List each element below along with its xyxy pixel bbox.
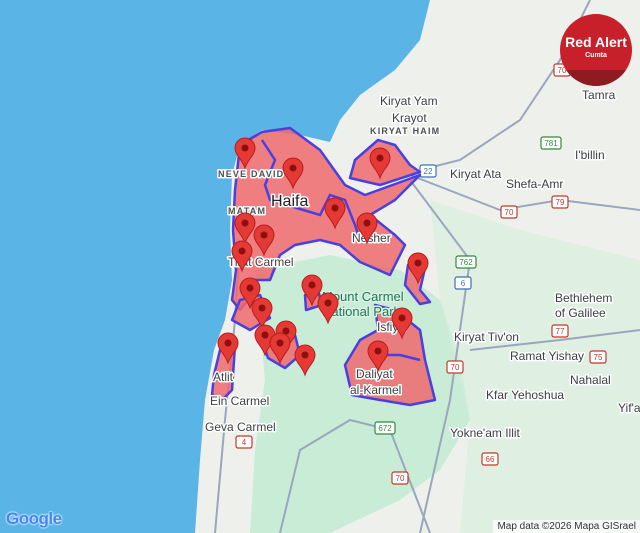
road-shield: 79: [551, 195, 569, 209]
svg-text:4: 4: [242, 438, 247, 447]
place-label-krayot: Krayot: [392, 111, 427, 125]
place-label-ein-carmel: Ein Carmel: [210, 394, 269, 408]
svg-text:75: 75: [594, 353, 603, 362]
alert-pin-icon[interactable]: [253, 224, 275, 257]
alert-pin-icon[interactable]: [407, 252, 429, 285]
place-label-tamra: Tamra: [582, 88, 616, 102]
place-label-yifa: Yif'a: [618, 401, 640, 415]
place-label-matam: MATAM: [228, 206, 266, 216]
svg-text:22: 22: [424, 167, 433, 176]
alert-pin-icon[interactable]: [231, 240, 253, 273]
alert-zone-haifa: [230, 126, 422, 312]
alert-pin-icon[interactable]: [282, 157, 304, 190]
place-label-haifa: Haifa: [271, 193, 308, 210]
place-label-bethlehem-2: of Galilee: [555, 306, 606, 320]
road-shield: 672: [374, 421, 396, 435]
place-label-kiryat-tivon: Kiryat Tiv'on: [454, 330, 519, 344]
road-shield: 4: [235, 435, 253, 449]
svg-text:672: 672: [378, 424, 392, 433]
svg-text:70: 70: [505, 208, 514, 217]
logo-title: Red Alert: [565, 34, 627, 50]
road-shield: 22: [419, 164, 437, 178]
alert-pin-icon[interactable]: [234, 212, 256, 245]
place-label-daliyat-2: al-Karmel: [350, 383, 401, 397]
place-label-kiryat-haim: KIRYAT HAIM: [370, 126, 440, 136]
green-area-east: [430, 200, 640, 533]
alert-pin-icon[interactable]: [356, 212, 378, 245]
place-label-kiryat-yam: Kiryat Yam: [380, 94, 438, 108]
alert-pin-icon[interactable]: [234, 137, 256, 170]
google-logo[interactable]: Google: [6, 509, 62, 528]
place-label-kiryat-ata: Kiryat Ata: [450, 167, 502, 181]
road-shield: 70: [500, 205, 518, 219]
svg-text:762: 762: [459, 258, 473, 267]
svg-text:70: 70: [451, 363, 460, 372]
alert-pin-icon[interactable]: [369, 147, 391, 180]
alert-pin-icon[interactable]: [251, 297, 273, 330]
road-shield: 70: [391, 471, 409, 485]
place-label-kfar-yehoshua: Kfar Yehoshua: [486, 388, 564, 402]
road-shield: 781: [540, 136, 562, 150]
alert-pin-icon[interactable]: [391, 307, 413, 340]
place-label-ramat-yishay: Ramat Yishay: [510, 349, 584, 363]
alert-pin-icon[interactable]: [269, 332, 291, 365]
road-shield: 6: [454, 276, 472, 290]
road-shield: 77: [551, 324, 569, 338]
road-shield: 70: [446, 360, 464, 374]
road-shield: 762: [455, 255, 477, 269]
road-shield: 66: [481, 452, 499, 466]
place-label-nesher: Nesher: [352, 231, 391, 245]
alert-pin-icon[interactable]: [301, 274, 323, 307]
svg-text:66: 66: [486, 455, 495, 464]
place-label-yokneam: Yokne'am Illit: [450, 426, 521, 440]
logo-subtitle: Cumta: [585, 52, 607, 59]
map-attribution[interactable]: Map data ©2026 Mapa GISrael: [493, 520, 640, 533]
place-label-daliyat-1: Daliyat: [356, 367, 393, 381]
place-label-shefa-amr: Shefa-Amr: [506, 177, 563, 191]
alert-pin-icon[interactable]: [317, 292, 339, 325]
svg-text:70: 70: [396, 474, 405, 483]
alert-pin-icon[interactable]: [217, 332, 239, 365]
sea: [0, 0, 430, 533]
place-label-atlit: Atlit: [213, 370, 234, 384]
alert-pin-icon[interactable]: [367, 340, 389, 373]
red-alert-logo: Red Alert Cumta: [560, 14, 632, 86]
place-label-park-1: Mount Carmel: [322, 289, 404, 304]
place-label-neve-david: NEVE DAVID: [218, 169, 284, 179]
place-label-ibillin: I'billin: [575, 148, 605, 162]
svg-text:781: 781: [544, 139, 558, 148]
place-label-park-2: National Park: [322, 304, 401, 319]
svg-text:6: 6: [461, 279, 466, 288]
svg-text:77: 77: [556, 327, 565, 336]
place-label-nahalal: Nahalal: [570, 373, 611, 387]
road-shield: 75: [589, 350, 607, 364]
alert-pin-icon[interactable]: [324, 197, 346, 230]
place-label-bethlehem-1: Bethlehem: [555, 291, 612, 305]
skyline-icon: [560, 70, 632, 86]
alert-pin-icon[interactable]: [239, 277, 261, 310]
place-label-geva-carmel: Geva Carmel: [205, 420, 276, 434]
svg-text:79: 79: [556, 198, 565, 207]
alert-pin-icon[interactable]: [294, 344, 316, 377]
